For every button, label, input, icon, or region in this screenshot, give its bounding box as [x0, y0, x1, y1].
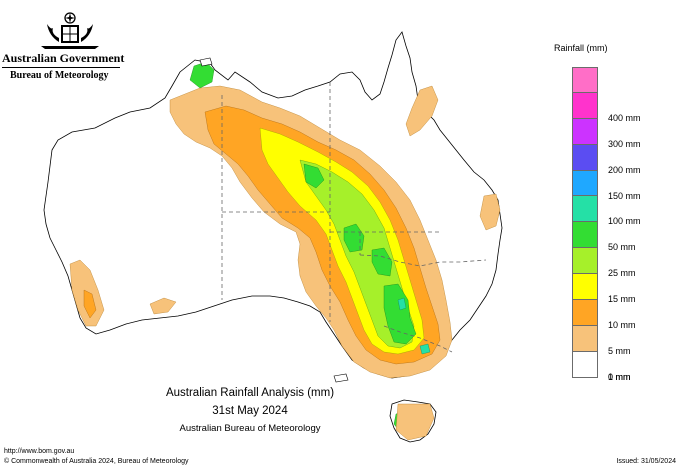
- map-agency: Australian Bureau of Meteorology: [179, 423, 321, 434]
- map-date: 31st May 2024: [212, 405, 288, 417]
- government-name: Australian Government: [2, 51, 125, 65]
- legend-label: 300 mm: [608, 138, 641, 149]
- rain-band-25mm: [189, 61, 419, 433]
- legend-label: 1 mm: [608, 371, 631, 382]
- legend-swatch: [572, 300, 598, 326]
- legend-label: 5 mm: [608, 345, 631, 356]
- legend-swatch: [572, 325, 598, 352]
- islands: [199, 57, 349, 383]
- legend-swatch: [572, 67, 598, 93]
- legend-label: 100 mm: [608, 216, 641, 227]
- legend-label: 150 mm: [608, 190, 641, 201]
- logo-block: [10, 10, 130, 50]
- rain-band-50mm: [397, 297, 431, 355]
- legend-label: 0 mm: [608, 371, 631, 382]
- legend-swatch: [572, 222, 598, 249]
- legend-label: 10 mm: [608, 320, 636, 330]
- website-link[interactable]: http://www.bom.gov.au: [4, 448, 75, 455]
- header-divider: [2, 67, 120, 68]
- legend-title: Rainfall (mm): [554, 43, 608, 53]
- copyright-text: © Commonwealth of Australia 2024, Bureau…: [4, 458, 189, 465]
- legend-swatch: [572, 170, 598, 197]
- legend-swatch: [572, 274, 598, 301]
- legend-label: 50 mm: [608, 242, 636, 253]
- issued-date: Issued: 31/05/2024: [616, 458, 676, 465]
- legend-swatch: [572, 92, 598, 119]
- legend-label: 15 mm: [608, 294, 636, 305]
- state-borders: [221, 82, 487, 353]
- legend-label: 25 mm: [608, 268, 636, 279]
- legend-swatch: [572, 351, 598, 378]
- coat-of-arms-icon: [41, 12, 99, 49]
- legend-swatches: [572, 67, 598, 378]
- agency-name: Bureau of Meteorology: [10, 70, 109, 81]
- legend-swatch: [572, 118, 598, 145]
- legend-swatch: [572, 248, 598, 275]
- rain-band-coastal-5mm: [83, 289, 97, 319]
- legend-swatch: [572, 196, 598, 223]
- legend-label: 400 mm: [608, 112, 641, 123]
- map-title: Australian Rainfall Analysis (mm): [165, 387, 335, 399]
- legend-swatch: [572, 144, 598, 171]
- legend-label: 200 mm: [608, 164, 641, 175]
